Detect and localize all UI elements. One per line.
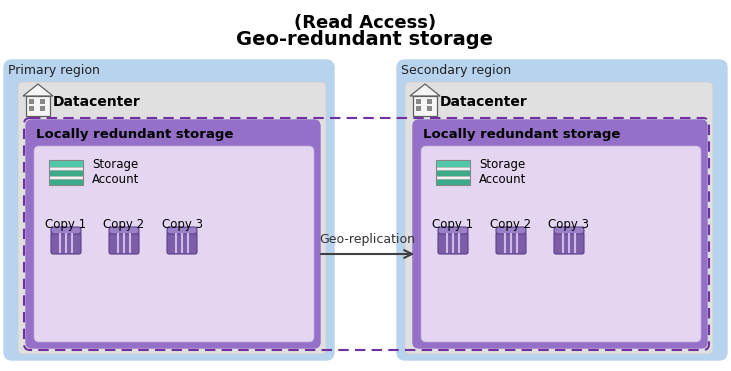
Bar (436, 167, 470, 170)
Bar (49, 176, 83, 179)
Text: Geo-redundant storage: Geo-redundant storage (237, 30, 493, 49)
Bar (40, 99, 45, 104)
FancyBboxPatch shape (554, 232, 584, 254)
Text: Locally redundant storage: Locally redundant storage (423, 128, 621, 141)
Text: Storage
Account: Storage Account (479, 158, 526, 186)
Bar (436, 170, 470, 176)
Text: Datacenter: Datacenter (440, 95, 528, 109)
Text: Copy 2: Copy 2 (104, 218, 145, 231)
Text: Copy 1: Copy 1 (433, 218, 474, 231)
Bar (29, 99, 34, 104)
FancyBboxPatch shape (167, 232, 197, 254)
FancyBboxPatch shape (554, 227, 584, 234)
FancyBboxPatch shape (496, 227, 526, 234)
Bar (416, 106, 421, 111)
FancyBboxPatch shape (167, 227, 197, 234)
Text: Datacenter: Datacenter (53, 95, 141, 109)
FancyBboxPatch shape (397, 60, 727, 360)
Bar (49, 160, 83, 185)
Bar (436, 160, 470, 167)
Text: Storage
Account: Storage Account (92, 158, 140, 186)
FancyBboxPatch shape (4, 60, 334, 360)
Bar (436, 160, 470, 185)
FancyBboxPatch shape (413, 120, 707, 348)
Text: (Read Access): (Read Access) (294, 14, 436, 32)
Bar (49, 160, 83, 167)
Bar (436, 179, 470, 185)
Text: Locally redundant storage: Locally redundant storage (36, 128, 233, 141)
Bar (49, 170, 83, 176)
FancyBboxPatch shape (438, 227, 468, 234)
Text: Copy 2: Copy 2 (491, 218, 531, 231)
Text: Copy 1: Copy 1 (45, 218, 86, 231)
Bar (416, 99, 421, 104)
Bar (427, 99, 432, 104)
FancyBboxPatch shape (26, 120, 320, 348)
FancyBboxPatch shape (405, 82, 713, 354)
FancyBboxPatch shape (18, 82, 326, 354)
Bar (49, 167, 83, 170)
Bar (29, 106, 34, 111)
Text: Primary region: Primary region (8, 64, 100, 77)
Polygon shape (23, 84, 53, 96)
FancyBboxPatch shape (51, 232, 81, 254)
Polygon shape (410, 84, 440, 96)
Bar (49, 179, 83, 185)
Bar (40, 106, 45, 111)
Text: Secondary region: Secondary region (401, 64, 511, 77)
FancyBboxPatch shape (438, 232, 468, 254)
Text: Copy 3: Copy 3 (162, 218, 202, 231)
Text: Copy 3: Copy 3 (548, 218, 589, 231)
Bar (427, 106, 432, 111)
Text: Geo-replication: Geo-replication (319, 233, 415, 246)
FancyBboxPatch shape (109, 232, 139, 254)
FancyBboxPatch shape (109, 227, 139, 234)
FancyBboxPatch shape (34, 146, 314, 342)
Bar (413, 96, 437, 116)
Bar (26, 96, 50, 116)
FancyBboxPatch shape (421, 146, 701, 342)
Bar (436, 176, 470, 179)
FancyBboxPatch shape (496, 232, 526, 254)
FancyBboxPatch shape (51, 227, 81, 234)
